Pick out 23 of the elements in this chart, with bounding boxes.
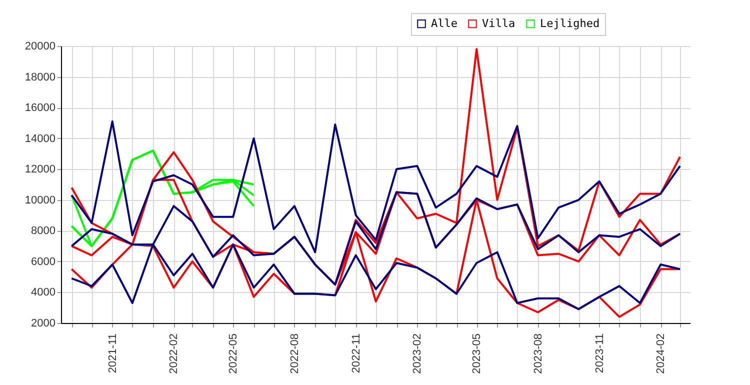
x-tick-label: 2023-02: [412, 334, 424, 374]
x-tick-label: 2023-05: [471, 334, 484, 374]
y-tick-label: 10000: [24, 194, 56, 206]
y-tick-label: 2000: [31, 318, 56, 330]
x-tick-label: 2024-02: [655, 334, 668, 374]
y-tick-label: 14000: [24, 132, 56, 145]
x-tick-label: 2021-11: [106, 334, 119, 374]
x-tick-label: 2022-05: [228, 334, 240, 374]
x-tick-label: 2022-11: [350, 334, 362, 374]
y-tick-label: 16000: [24, 102, 56, 114]
legend-label: Villa: [482, 16, 516, 30]
y-tick-label: 8000: [31, 225, 56, 238]
x-tick-label: 2023-11: [594, 334, 606, 374]
legend-label: Lejlighed: [540, 16, 600, 30]
legend-label: Alle: [431, 16, 458, 30]
x-tick-label: 2022-02: [168, 334, 180, 374]
y-tick-label: 6000: [31, 256, 56, 268]
y-tick-label: 12000: [24, 164, 56, 176]
y-tick-label: 20000: [24, 40, 56, 52]
x-tick-label: 2023-08: [532, 334, 544, 374]
x-tick-label: 2022-08: [288, 334, 301, 374]
y-tick-label: 4000: [31, 286, 56, 299]
y-tick-label: 18000: [24, 71, 56, 84]
